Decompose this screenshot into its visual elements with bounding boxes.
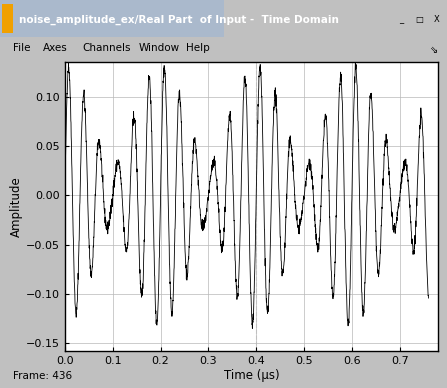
Bar xyxy=(429,4,445,33)
Text: Axes: Axes xyxy=(42,43,67,52)
Text: ⇘: ⇘ xyxy=(430,45,438,55)
Text: _: _ xyxy=(399,15,403,24)
Bar xyxy=(0,0,224,37)
X-axis label: Time (µs): Time (µs) xyxy=(224,369,279,382)
Text: X: X xyxy=(434,15,439,24)
Bar xyxy=(411,4,427,33)
Text: Window: Window xyxy=(139,43,180,52)
Y-axis label: Amplitude: Amplitude xyxy=(10,176,23,237)
Text: □: □ xyxy=(415,15,423,24)
Text: Help: Help xyxy=(186,43,209,52)
Text: File: File xyxy=(13,43,31,52)
Bar xyxy=(393,4,409,33)
Text: noise_amplitude_ex/Real Part  of Input -  Time Domain: noise_amplitude_ex/Real Part of Input - … xyxy=(19,15,339,25)
Bar xyxy=(2,4,13,33)
Text: Channels: Channels xyxy=(83,43,131,52)
Text: Frame: 436: Frame: 436 xyxy=(13,371,72,381)
